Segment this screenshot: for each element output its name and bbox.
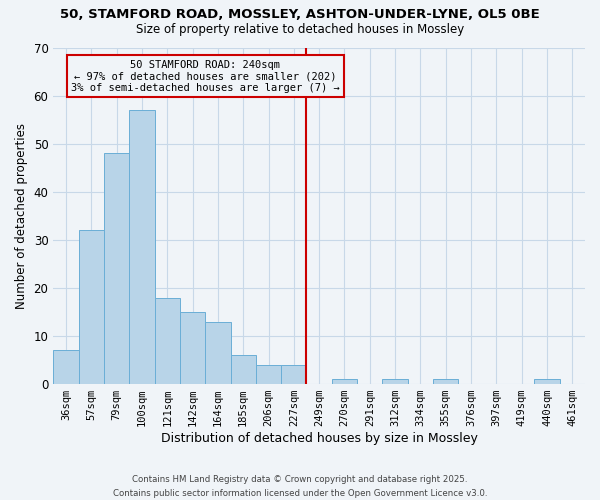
Bar [53,350,79,384]
Bar [104,154,129,384]
Bar [332,380,357,384]
Text: 50, STAMFORD ROAD, MOSSLEY, ASHTON-UNDER-LYNE, OL5 0BE: 50, STAMFORD ROAD, MOSSLEY, ASHTON-UNDER… [60,8,540,20]
Bar [205,322,230,384]
Text: 50 STAMFORD ROAD: 240sqm
← 97% of detached houses are smaller (202)
3% of semi-d: 50 STAMFORD ROAD: 240sqm ← 97% of detach… [71,60,340,92]
Bar [256,365,281,384]
Y-axis label: Number of detached properties: Number of detached properties [15,123,28,309]
Bar [230,355,256,384]
Bar [129,110,155,384]
Bar [281,365,307,384]
Bar [433,380,458,384]
Bar [79,230,104,384]
Text: Size of property relative to detached houses in Mossley: Size of property relative to detached ho… [136,22,464,36]
Bar [180,312,205,384]
Bar [155,298,180,384]
Bar [535,380,560,384]
Text: Contains HM Land Registry data © Crown copyright and database right 2025.
Contai: Contains HM Land Registry data © Crown c… [113,476,487,498]
X-axis label: Distribution of detached houses by size in Mossley: Distribution of detached houses by size … [161,432,478,445]
Bar [382,380,408,384]
